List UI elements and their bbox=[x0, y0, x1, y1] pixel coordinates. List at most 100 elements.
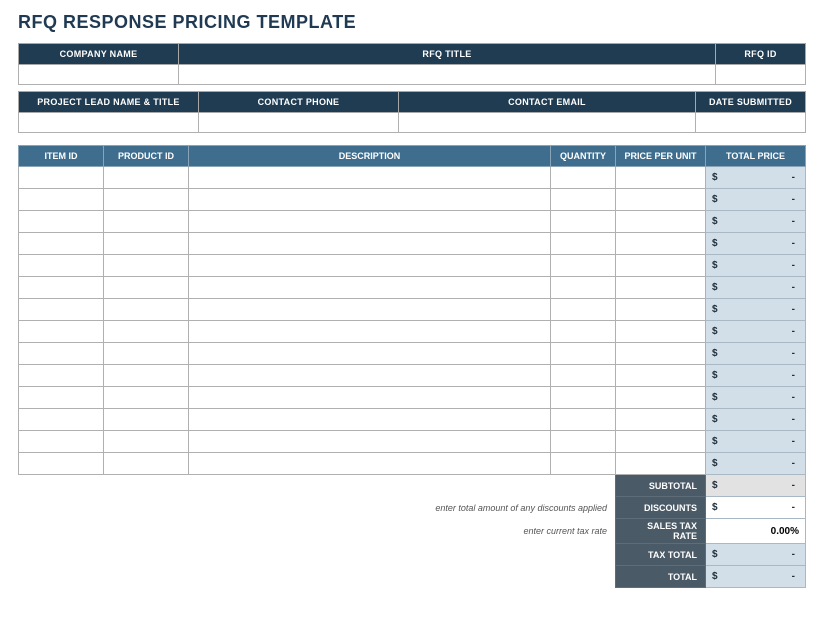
summary-value-tax_rate[interactable]: 0.00% bbox=[706, 519, 806, 544]
cell-input[interactable] bbox=[189, 431, 551, 453]
cell-input[interactable] bbox=[104, 365, 189, 387]
cell-input[interactable] bbox=[189, 343, 551, 365]
cell-input[interactable] bbox=[616, 167, 706, 189]
contact-email-input[interactable] bbox=[399, 113, 696, 133]
summary-label-tax_rate: SALES TAX RATE bbox=[616, 519, 706, 544]
cell-input[interactable] bbox=[19, 189, 104, 211]
cell-input[interactable] bbox=[551, 343, 616, 365]
cell-input[interactable] bbox=[189, 211, 551, 233]
cell-input[interactable] bbox=[616, 387, 706, 409]
cell-input[interactable] bbox=[19, 431, 104, 453]
date-submitted-input[interactable] bbox=[696, 113, 806, 133]
table-row: $- bbox=[19, 387, 806, 409]
cell-input[interactable] bbox=[104, 299, 189, 321]
cell-input[interactable] bbox=[551, 255, 616, 277]
cell-input[interactable] bbox=[616, 189, 706, 211]
cell-input[interactable] bbox=[551, 211, 616, 233]
total-price-cell: $- bbox=[706, 233, 806, 255]
cell-input[interactable] bbox=[19, 453, 104, 475]
table-row: $- bbox=[19, 453, 806, 475]
summary-value-subtotal: $- bbox=[706, 475, 806, 497]
cell-input[interactable] bbox=[551, 189, 616, 211]
cell-input[interactable] bbox=[616, 343, 706, 365]
col-description: DESCRIPTION bbox=[189, 146, 551, 167]
cell-input[interactable] bbox=[19, 409, 104, 431]
cell-input[interactable] bbox=[104, 189, 189, 211]
cell-input[interactable] bbox=[551, 431, 616, 453]
cell-input[interactable] bbox=[104, 211, 189, 233]
cell-input[interactable] bbox=[19, 365, 104, 387]
cell-input[interactable] bbox=[616, 211, 706, 233]
cell-input[interactable] bbox=[104, 409, 189, 431]
cell-input[interactable] bbox=[551, 365, 616, 387]
cell-input[interactable] bbox=[104, 431, 189, 453]
rfq-title-input[interactable] bbox=[179, 65, 716, 85]
table-row: $- bbox=[19, 409, 806, 431]
rfq-id-header: RFQ ID bbox=[716, 44, 806, 65]
summary-value-total: $- bbox=[706, 566, 806, 588]
cell-input[interactable] bbox=[616, 365, 706, 387]
company-name-input[interactable] bbox=[19, 65, 179, 85]
cell-input[interactable] bbox=[19, 167, 104, 189]
cell-input[interactable] bbox=[189, 365, 551, 387]
summary-hint bbox=[19, 475, 616, 497]
project-lead-input[interactable] bbox=[19, 113, 199, 133]
cell-input[interactable] bbox=[189, 321, 551, 343]
cell-input[interactable] bbox=[616, 277, 706, 299]
cell-input[interactable] bbox=[19, 387, 104, 409]
cell-input[interactable] bbox=[616, 453, 706, 475]
cell-input[interactable] bbox=[189, 387, 551, 409]
cell-input[interactable] bbox=[189, 255, 551, 277]
cell-input[interactable] bbox=[19, 255, 104, 277]
rfq-id-input[interactable] bbox=[716, 65, 806, 85]
cell-input[interactable] bbox=[104, 321, 189, 343]
cell-input[interactable] bbox=[19, 277, 104, 299]
cell-input[interactable] bbox=[104, 167, 189, 189]
cell-input[interactable] bbox=[104, 453, 189, 475]
cell-input[interactable] bbox=[189, 233, 551, 255]
cell-input[interactable] bbox=[551, 167, 616, 189]
cell-input[interactable] bbox=[189, 189, 551, 211]
cell-input[interactable] bbox=[551, 299, 616, 321]
cell-input[interactable] bbox=[616, 299, 706, 321]
total-price-cell: $- bbox=[706, 431, 806, 453]
summary-row-discounts: enter total amount of any discounts appl… bbox=[19, 497, 806, 519]
cell-input[interactable] bbox=[19, 211, 104, 233]
cell-input[interactable] bbox=[104, 277, 189, 299]
summary-value-discounts[interactable]: $- bbox=[706, 497, 806, 519]
cell-input[interactable] bbox=[189, 167, 551, 189]
cell-input[interactable] bbox=[104, 255, 189, 277]
col-total-price: TOTAL PRICE bbox=[706, 146, 806, 167]
table-row: $- bbox=[19, 365, 806, 387]
cell-input[interactable] bbox=[104, 387, 189, 409]
summary-hint: enter total amount of any discounts appl… bbox=[19, 497, 616, 519]
cell-input[interactable] bbox=[616, 321, 706, 343]
cell-input[interactable] bbox=[616, 233, 706, 255]
total-price-cell: $- bbox=[706, 453, 806, 475]
cell-input[interactable] bbox=[551, 453, 616, 475]
cell-input[interactable] bbox=[551, 233, 616, 255]
cell-input[interactable] bbox=[19, 321, 104, 343]
cell-input[interactable] bbox=[19, 299, 104, 321]
cell-input[interactable] bbox=[189, 453, 551, 475]
total-price-cell: $- bbox=[706, 409, 806, 431]
summary-row-tax_rate: enter current tax rateSALES TAX RATE0.00… bbox=[19, 519, 806, 544]
cell-input[interactable] bbox=[19, 343, 104, 365]
cell-input[interactable] bbox=[104, 343, 189, 365]
cell-input[interactable] bbox=[551, 277, 616, 299]
cell-input[interactable] bbox=[551, 387, 616, 409]
cell-input[interactable] bbox=[19, 233, 104, 255]
cell-input[interactable] bbox=[551, 321, 616, 343]
contact-phone-input[interactable] bbox=[199, 113, 399, 133]
cell-input[interactable] bbox=[189, 409, 551, 431]
cell-input[interactable] bbox=[616, 255, 706, 277]
cell-input[interactable] bbox=[189, 277, 551, 299]
cell-input[interactable] bbox=[616, 409, 706, 431]
cell-input[interactable] bbox=[189, 299, 551, 321]
cell-input[interactable] bbox=[616, 431, 706, 453]
summary-value-tax_total: $- bbox=[706, 544, 806, 566]
summary-hint: enter current tax rate bbox=[19, 519, 616, 544]
cell-input[interactable] bbox=[104, 233, 189, 255]
cell-input[interactable] bbox=[551, 409, 616, 431]
total-price-cell: $- bbox=[706, 343, 806, 365]
